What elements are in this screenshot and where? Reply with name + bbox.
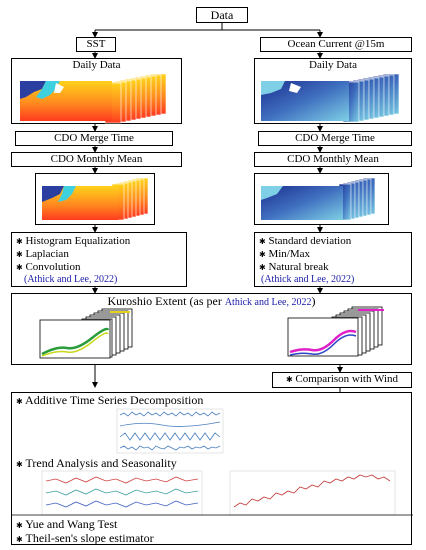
current-monthly-panel — [254, 173, 389, 225]
kuroshio-citation: Athick and Lee, 2022 — [224, 297, 312, 308]
trend-thumbnail-left — [41, 470, 203, 516]
current-methods-box: ✱ Standard deviation ✱ Min/Max ✱ Natural… — [254, 232, 412, 287]
decomposition-title: ✱ Additive Time Series Decomposition — [16, 393, 203, 408]
sst-method-2: ✱ Laplacian — [16, 248, 69, 260]
current-daily-label: Daily Data — [309, 59, 357, 71]
current-monthly-box: CDO Monthly Mean — [254, 152, 412, 167]
trend-label: Trend Analysis and Seasonality — [25, 456, 177, 470]
bullet-icon: ✱ — [259, 237, 266, 246]
bullet-icon: ✱ — [16, 263, 23, 272]
trend-thumbnail-right — [229, 470, 396, 516]
bullet-icon: ✱ — [16, 460, 23, 469]
kuroshio-title: Kuroshio Extent (as per Athick and Lee, … — [12, 294, 411, 309]
kuroshio-sst-stack — [39, 308, 133, 359]
bullet-icon: ✱ — [259, 263, 266, 272]
data-node: Data — [196, 7, 248, 23]
sst-method-2-label: Laplacian — [25, 248, 69, 260]
kuroshio-current-stack — [287, 306, 384, 357]
kuroshio-box: Kuroshio Extent (as per Athick and Lee, … — [11, 293, 412, 365]
decomposition-label: Additive Time Series Decomposition — [25, 393, 204, 407]
sst-citation: (Athick and Lee, 2022) — [24, 274, 118, 285]
bullet-icon: ✱ — [16, 521, 23, 530]
bullet-icon: ✱ — [285, 375, 293, 384]
kuroshio-map-stacks — [39, 306, 384, 359]
bullet-icon: ✱ — [16, 535, 23, 544]
bullet-icon: ✱ — [16, 237, 23, 246]
test-1-label: Yue and Wang Test — [25, 517, 118, 531]
sst-daily-map-stack — [20, 73, 167, 124]
current-merge-box: CDO Merge Time — [258, 131, 412, 146]
sst-monthly-panel — [35, 173, 155, 225]
current-monthly-label: CDO Monthly Mean — [287, 153, 379, 165]
sst-monthly-box: CDO Monthly Mean — [11, 152, 182, 167]
bullet-icon: ✱ — [16, 250, 23, 259]
current-source-label: Ocean Current @15m — [287, 38, 385, 50]
sst-method-3-label: Convolution — [25, 261, 81, 273]
bullet-icon: ✱ — [259, 250, 266, 259]
bullet-icon: ✱ — [16, 397, 23, 406]
current-method-2-label: Min/Max — [268, 248, 311, 260]
test-2-label: Theil-sen's slope estimator — [25, 531, 154, 545]
current-monthly-map-stack — [261, 177, 376, 221]
test-2: ✱ Theil-sen's slope estimator — [16, 531, 154, 546]
test-1: ✱ Yue and Wang Test — [16, 517, 117, 532]
sst-merge-box: CDO Merge Time — [15, 131, 173, 146]
kuroshio-title-suffix: ) — [311, 294, 316, 308]
sst-methods-box: ✱ Histogram Equalization ✱ Laplacian ✱ C… — [11, 232, 187, 287]
sst-daily-label: Daily Data — [72, 59, 121, 71]
data-node-label: Data — [210, 8, 234, 22]
sst-monthly-label: CDO Monthly Mean — [50, 153, 143, 165]
current-method-3-label: Natural break — [268, 261, 329, 273]
comparison-label: Comparison with Wind — [295, 373, 399, 385]
sst-merge-label: CDO Merge Time — [54, 132, 134, 144]
current-citation: (Athick and Lee, 2022) — [261, 274, 355, 285]
current-method-1: ✱ Standard deviation — [259, 235, 351, 247]
sst-method-1: ✱ Histogram Equalization — [16, 235, 130, 247]
sst-method-1-label: Histogram Equalization — [25, 235, 131, 247]
analysis-thumbnails — [12, 408, 413, 516]
analysis-box: ✱ Additive Time Series Decomposition ✱ T… — [11, 392, 413, 546]
sst-monthly-map-stack — [42, 177, 149, 221]
sst-daily-panel: Daily Data — [11, 58, 182, 124]
current-merge-label: CDO Merge Time — [295, 132, 375, 144]
comparison-title: ✱ Comparison with Wind — [273, 373, 411, 385]
kuroshio-title-prefix: Kuroshio Extent (as per — [107, 294, 225, 308]
current-source-box: Ocean Current @15m — [260, 37, 412, 52]
sst-method-3: ✱ Convolution — [16, 261, 80, 273]
trend-title: ✱ Trend Analysis and Seasonality — [16, 456, 177, 471]
current-daily-map-stack — [261, 73, 400, 123]
current-method-3: ✱ Natural break — [259, 261, 329, 273]
sst-source-box: SST — [76, 37, 116, 52]
current-method-1-label: Standard deviation — [268, 235, 352, 247]
current-method-2: ✱ Min/Max — [259, 248, 310, 260]
sst-source-label: SST — [86, 38, 106, 50]
comparison-box: ✱ Comparison with Wind — [272, 372, 412, 388]
decomposition-thumbnail — [116, 408, 224, 454]
current-daily-panel: Daily Data — [254, 58, 412, 124]
